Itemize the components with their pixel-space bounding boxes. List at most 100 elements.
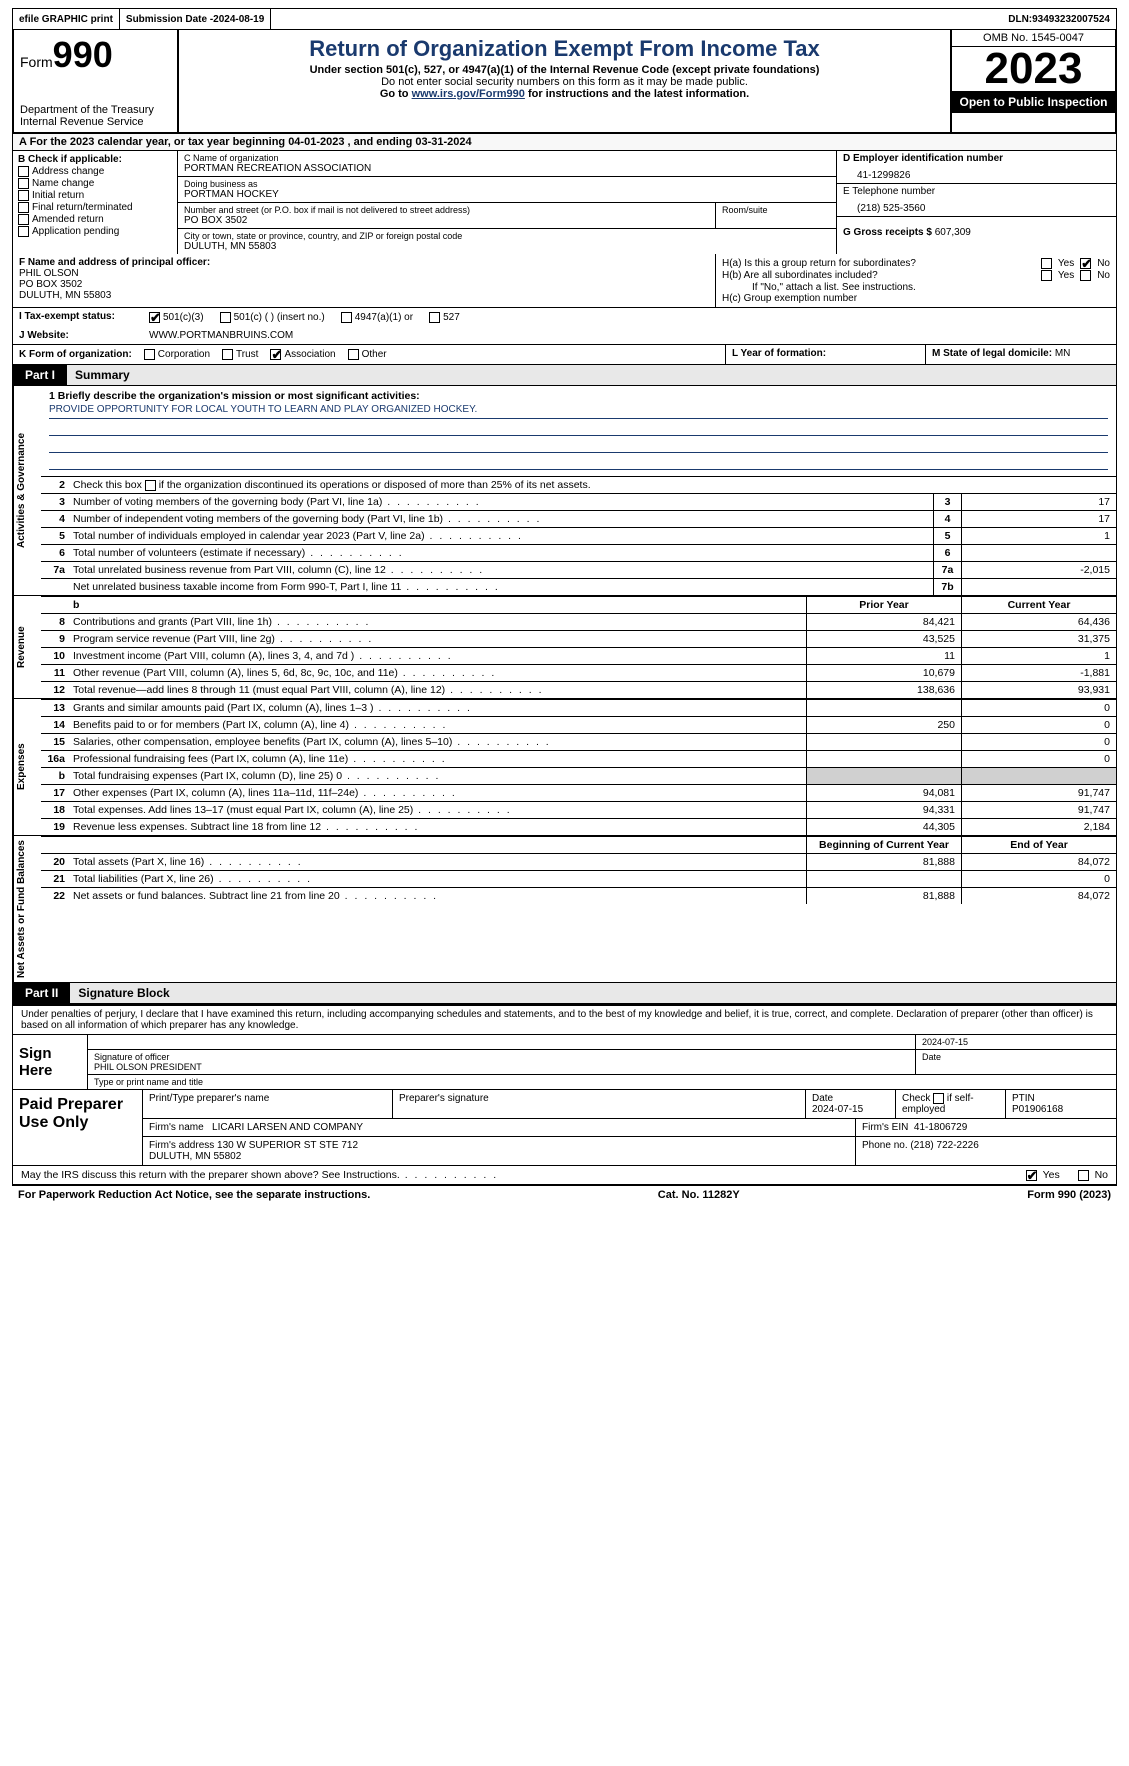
dba-name: PORTMAN HOCKEY <box>184 189 830 200</box>
form-prefix: Form <box>20 54 53 70</box>
py-val: 43,525 <box>806 631 961 647</box>
checkbox-hb-no[interactable] <box>1080 270 1091 281</box>
checkbox-discuss-no[interactable] <box>1078 1170 1089 1181</box>
py-val <box>806 700 961 716</box>
checkbox-ha-no[interactable] <box>1080 258 1091 269</box>
gov-line-val <box>961 545 1116 561</box>
gov-line-desc: Number of independent voting members of … <box>69 511 933 527</box>
py-val: 11 <box>806 648 961 664</box>
officer-addr1: PO BOX 3502 <box>19 279 709 290</box>
city-label: City or town, state or province, country… <box>184 231 830 241</box>
ha-label: H(a) Is this a group return for subordin… <box>722 258 1041 269</box>
sig-officer-name: PHIL OLSON PRESIDENT <box>94 1062 909 1072</box>
mission-text: PROVIDE OPPORTUNITY FOR LOCAL YOUTH TO L… <box>49 404 1108 419</box>
go-suffix: for instructions and the latest informat… <box>525 88 749 100</box>
checkbox-address-change[interactable] <box>18 166 29 177</box>
go-prefix: Go to <box>380 88 412 100</box>
topbar: efile GRAPHIC print Submission Date - 20… <box>12 8 1117 30</box>
cy-val: 31,375 <box>961 631 1116 647</box>
line-desc: Net assets or fund balances. Subtract li… <box>69 888 806 904</box>
firm-name: LICARI LARSEN AND COMPANY <box>212 1122 363 1133</box>
perjury-text: Under penalties of perjury, I declare th… <box>13 1006 1116 1035</box>
checkbox-discontinued[interactable] <box>145 480 156 491</box>
firm-phone: (218) 722-2226 <box>910 1140 978 1151</box>
domicile-label: M State of legal domicile: <box>932 348 1055 359</box>
year-formation-label: L Year of formation: <box>732 348 826 359</box>
tax-exempt-label: I Tax-exempt status: <box>13 308 143 327</box>
paid-preparer-label: Paid Preparer Use Only <box>13 1090 143 1165</box>
irs-link[interactable]: www.irs.gov/Form990 <box>412 88 525 100</box>
cy-val: 91,747 <box>961 802 1116 818</box>
checkbox-ha-yes[interactable] <box>1041 258 1052 269</box>
py-val <box>806 871 961 887</box>
efile-button[interactable]: efile GRAPHIC print <box>13 9 120 29</box>
checkbox-discuss-yes[interactable] <box>1026 1170 1037 1181</box>
cy-val: 84,072 <box>961 854 1116 870</box>
gross-receipts-label: G Gross receipts $ <box>843 227 932 238</box>
org-name: PORTMAN RECREATION ASSOCIATION <box>184 163 830 174</box>
py-val: 44,305 <box>806 819 961 835</box>
checkbox-amended-return[interactable] <box>18 214 29 225</box>
cy-val: 0 <box>961 871 1116 887</box>
cy-val: -1,881 <box>961 665 1116 681</box>
line-desc: Benefits paid to or for members (Part IX… <box>69 717 806 733</box>
checkbox-hb-yes[interactable] <box>1041 270 1052 281</box>
cy-val: 2,184 <box>961 819 1116 835</box>
checkbox-self-employed[interactable] <box>933 1093 944 1104</box>
checkbox-other[interactable] <box>348 349 359 360</box>
py-val: 81,888 <box>806 854 961 870</box>
checkbox-501c[interactable] <box>220 312 231 323</box>
part2-title: Signature Block <box>70 983 1116 1003</box>
cy-val: 84,072 <box>961 888 1116 904</box>
form-number: 990 <box>53 34 113 75</box>
hc-label: H(c) Group exemption number <box>722 293 1110 304</box>
gov-line-box: 7a <box>933 562 961 578</box>
row-a-tax-year: A For the 2023 calendar year, or tax yea… <box>12 134 1117 151</box>
gov-line-desc: Net unrelated business taxable income fr… <box>69 579 933 595</box>
py-val: 81,888 <box>806 888 961 904</box>
eoy-hdr: End of Year <box>961 837 1116 853</box>
checkbox-corp[interactable] <box>144 349 155 360</box>
checkbox-initial-return[interactable] <box>18 190 29 201</box>
line-desc: Other revenue (Part VIII, column (A), li… <box>69 665 806 681</box>
gross-receipts-value: 607,309 <box>935 227 971 238</box>
dept-treasury: Department of the Treasury Internal Reve… <box>20 104 171 128</box>
gov-line-val: 17 <box>961 494 1116 510</box>
checkbox-assoc[interactable] <box>270 349 281 360</box>
open-to-public: Open to Public Inspection <box>952 91 1115 113</box>
part1-title: Summary <box>67 365 1116 385</box>
gov-line-desc: Total number of volunteers (estimate if … <box>69 545 933 561</box>
footer-mid: Cat. No. 11282Y <box>658 1189 740 1201</box>
py-val: 138,636 <box>806 682 961 698</box>
cy-val: 93,931 <box>961 682 1116 698</box>
checkbox-501c3[interactable] <box>149 312 160 323</box>
checkbox-final-return[interactable] <box>18 202 29 213</box>
gov-line-desc: Total number of individuals employed in … <box>69 528 933 544</box>
py-val: 10,679 <box>806 665 961 681</box>
vtab-expenses: Expenses <box>13 699 41 835</box>
gov-line-box: 4 <box>933 511 961 527</box>
vtab-governance: Activities & Governance <box>13 386 41 595</box>
footer-left: For Paperwork Reduction Act Notice, see … <box>18 1189 370 1201</box>
line-desc: Other expenses (Part IX, column (A), lin… <box>69 785 806 801</box>
tax-year: 2023 <box>952 47 1115 91</box>
type-print-label: Type or print name and title <box>88 1075 209 1089</box>
phone-label: E Telephone number <box>843 186 1110 197</box>
py-val <box>806 751 961 767</box>
checkbox-trust[interactable] <box>222 349 233 360</box>
gov-line-box: 3 <box>933 494 961 510</box>
checkbox-name-change[interactable] <box>18 178 29 189</box>
sig-officer-label: Signature of officer <box>94 1052 909 1062</box>
line-desc: Total liabilities (Part X, line 26) <box>69 871 806 887</box>
checkbox-4947[interactable] <box>341 312 352 323</box>
cy-val: 0 <box>961 700 1116 716</box>
city-value: DULUTH, MN 55803 <box>184 241 830 252</box>
checkbox-application-pending[interactable] <box>18 226 29 237</box>
line-desc: Total revenue—add lines 8 through 11 (mu… <box>69 682 806 698</box>
cy-val: 1 <box>961 648 1116 664</box>
line-desc: Salaries, other compensation, employee b… <box>69 734 806 750</box>
vtab-revenue: Revenue <box>13 596 41 698</box>
ptin-value: P01906168 <box>1012 1104 1063 1115</box>
part1-tag: Part I <box>13 365 67 385</box>
checkbox-527[interactable] <box>429 312 440 323</box>
